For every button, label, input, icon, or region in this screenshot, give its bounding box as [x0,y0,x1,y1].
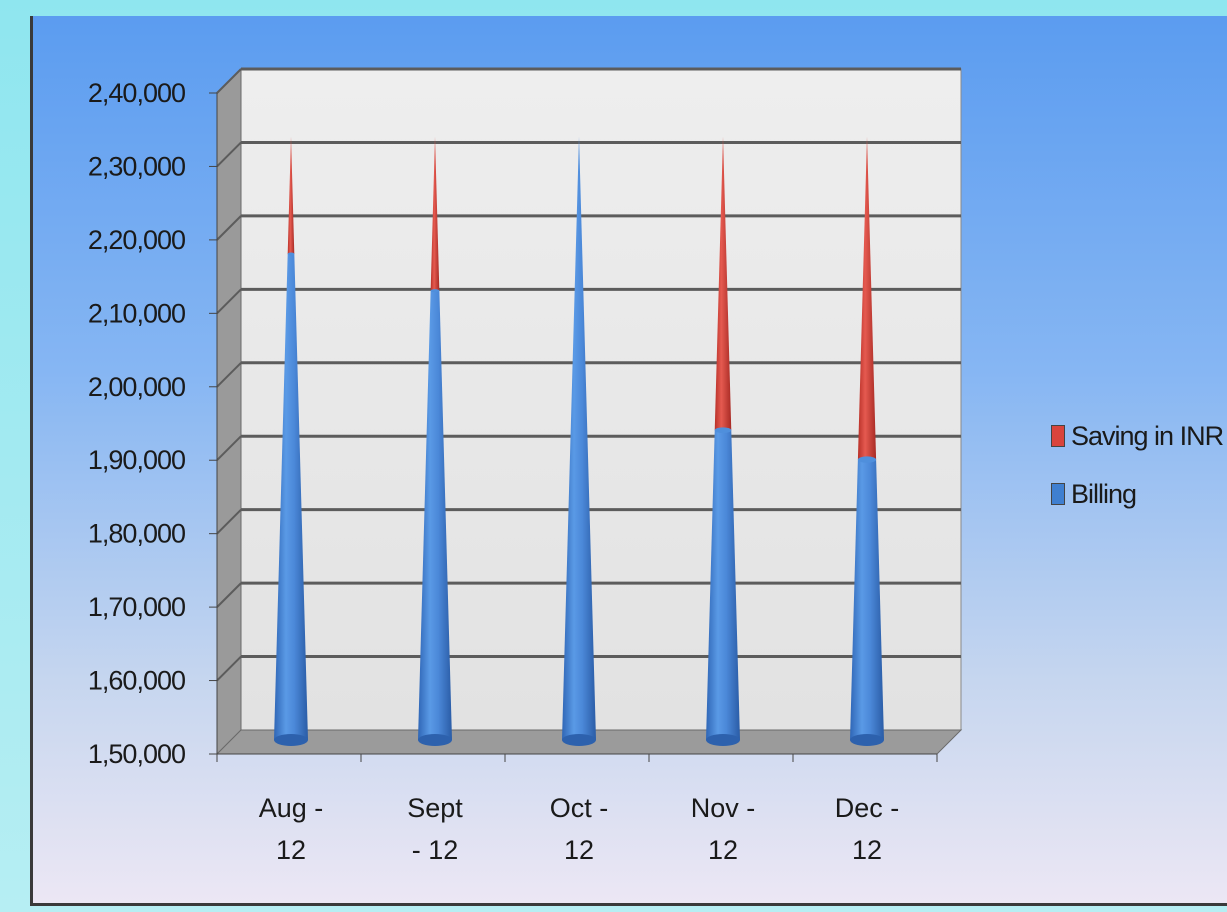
gridline-side [216,68,242,94]
gridline-side [216,288,242,315]
gridline-side [216,435,242,461]
cone-base [274,734,308,746]
cone-billing [706,430,740,740]
y-tick-label: 1,50,000 [88,739,185,769]
legend-label-billing: Billing [1071,478,1137,509]
chart-area: 1,50,000 1,60,000 1,70,000 1,80,000 1,90,000… [30,16,1227,906]
legend-label-saving: Saving in INR [1071,420,1224,451]
x-tick-label: Sept - 12 [407,793,463,865]
cone-billing-top [287,252,295,256]
cone-base [850,734,884,746]
gridline-side [216,362,242,388]
cone-saving [430,136,440,291]
cone-chart: 1,50,000 1,60,000 1,70,000 1,80,000 1,90,000… [88,67,963,865]
gridline-side [216,655,242,682]
x-tick-label: Aug -12 [259,793,324,865]
y-tick-label: 2,00,000 [88,372,185,402]
cone-saving [714,136,732,431]
cone-base [418,734,452,746]
legend-item-billing: Billing [1051,479,1223,509]
cone-saving [857,136,877,460]
back-wall [240,68,962,731]
gridline-side [216,508,242,535]
side-wall [216,67,242,756]
gridline-side [216,215,242,241]
cone-base [562,734,596,746]
cone-saving [287,136,295,254]
y-tick-label: 2,10,000 [88,298,185,328]
y-tick-label: 1,70,000 [88,592,185,622]
y-tick-label: 1,80,000 [88,519,185,549]
legend-swatch-billing [1051,483,1065,505]
gridline-side [216,141,242,168]
y-tick-label: 2,20,000 [88,225,185,255]
y-tick-label: 1,60,000 [88,666,185,696]
gridline-side [216,582,242,608]
cone-billing-top [430,289,440,293]
cone-billing-top [857,456,877,463]
cone-billing-top [714,427,732,434]
y-tick-label: 2,40,000 [88,78,185,108]
cone-base [706,734,740,746]
legend: Saving in INR Billing [1051,420,1224,537]
cone-billing [562,136,596,740]
cone-billing [850,459,884,740]
y-tick-label: 2,30,000 [88,151,185,181]
y-tick-label: 1,90,000 [88,445,185,475]
cone-billing [418,290,452,740]
x-tick-label: Oct -12 [550,793,609,865]
legend-swatch-saving [1051,425,1065,447]
legend-item-saving: Saving in INR [1051,420,1224,451]
cone-billing [274,253,308,740]
x-tick-label: Dec -12 [835,793,900,865]
x-tick-label: Nov -12 [691,793,756,865]
